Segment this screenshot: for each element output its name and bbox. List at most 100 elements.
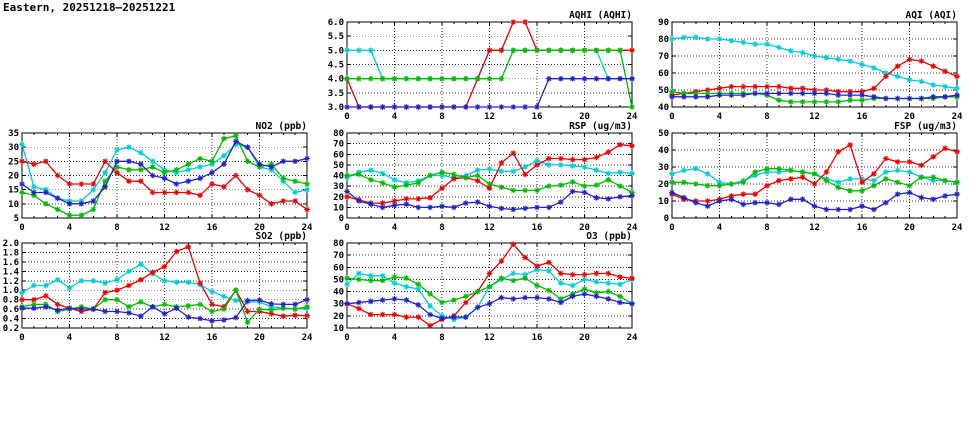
series-blue-markers: [344, 188, 635, 213]
x-tick-label: 0: [669, 112, 674, 122]
x-axis-labels: 0 4 8 12 16 20 24: [669, 223, 963, 233]
chart-o3: 10 20 30 40 50 60 70 80 0 4 8 12 16 20 24 O3 (ppb): [333, 231, 638, 343]
y-tick-label: 5: [14, 214, 19, 224]
y-axis-labels: 40 50 60 70 80 90: [658, 18, 669, 113]
y-tick-label: 1.4: [3, 267, 20, 277]
x-axis-labels: 0 4 8 12 16 20 24: [344, 112, 638, 122]
y-tick-label: 35: [8, 129, 19, 139]
chart-aqi: 40 50 60 70 80 90 0 4 8 12 16 20 24 AQI (AQI): [658, 10, 963, 122]
y-tick-label: 30: [658, 163, 669, 173]
y-tick-label: 0.2: [3, 324, 19, 334]
y-tick-label: 50: [333, 161, 344, 171]
y-tick-label: 4.0: [328, 75, 344, 85]
chart-title-aqi: AQI (AQI): [906, 10, 957, 21]
y-tick-label: 5.0: [328, 46, 344, 56]
x-tick-label: 20: [579, 223, 590, 233]
y-tick-label: 70: [333, 140, 344, 150]
y-tick-label: 20: [658, 180, 669, 190]
y-tick-label: 0: [339, 214, 344, 224]
series-blue-markers: [19, 138, 310, 207]
series-green-markers: [344, 169, 635, 196]
x-tick-label: 12: [484, 223, 495, 233]
x-tick-label: 24: [952, 223, 963, 233]
chart-title-fsp: FSP (ug/m3): [894, 121, 957, 132]
y-tick-label: 70: [658, 52, 669, 62]
x-tick-label: 12: [809, 223, 820, 233]
y-tick-label: 15: [8, 186, 19, 196]
y-tick-label: 40: [658, 146, 669, 156]
series-blue: [19, 138, 310, 207]
x-tick-label: 16: [532, 112, 543, 122]
y-tick-label: 3.5: [328, 89, 344, 99]
axis-ticks: [21, 132, 308, 219]
y-tick-label: 1.2: [3, 277, 19, 287]
y-tick-label: 4.5: [328, 61, 344, 71]
y-tick-label: 1.6: [3, 258, 19, 268]
x-tick-label: 24: [627, 112, 638, 122]
x-axis-labels: 0 4 8 12 16 20 24: [19, 333, 313, 343]
x-tick-label: 20: [579, 333, 590, 343]
series-blue: [344, 188, 635, 213]
y-tick-label: 1.8: [3, 248, 19, 258]
x-axis-labels: 0 4 8 12 16 20 24: [669, 112, 963, 122]
y-tick-label: 40: [658, 103, 669, 113]
x-tick-label: 4: [717, 223, 723, 233]
y-tick-label: 50: [658, 86, 669, 96]
y-tick-label: 0.6: [3, 305, 19, 315]
y-tick-label: 30: [8, 143, 19, 153]
x-tick-label: 0: [669, 223, 674, 233]
x-tick-label: 12: [159, 223, 170, 233]
x-tick-label: 12: [809, 112, 820, 122]
x-tick-label: 8: [439, 333, 444, 343]
x-axis-labels: 0 4 8 12 16 20 24: [19, 223, 313, 233]
chart-so2: 0.20.40.60.81.01.21.41.61.82.00 4 8 12 16 20 2…: [3, 231, 313, 343]
x-tick-label: 24: [952, 112, 963, 122]
chart-title-no2: NO2 (ppb): [256, 121, 307, 132]
chart-title-so2: SO2 (ppb): [256, 231, 307, 242]
y-tick-label: 20: [8, 172, 19, 182]
y-axis-labels: 0.20.40.60.81.01.21.41.61.82.0: [3, 239, 20, 334]
x-tick-label: 4: [392, 223, 398, 233]
series-blue: [669, 189, 960, 213]
chart-aqhi: 3.0 3.5 4.0 4.5 5.0 5.5 6.0 0 4 8 12 16 20 24 AQHI (AQ…: [328, 10, 638, 122]
x-tick-label: 4: [392, 333, 398, 343]
x-tick-label: 0: [344, 112, 349, 122]
x-tick-label: 0: [344, 223, 349, 233]
x-tick-label: 20: [579, 112, 590, 122]
x-tick-label: 8: [439, 223, 444, 233]
x-tick-label: 8: [114, 333, 119, 343]
x-tick-label: 16: [532, 223, 543, 233]
y-axis-labels: 10 20 30 40 50 60 70 80: [333, 239, 344, 334]
chart-no2: 5 10 15 20 25 30 35 0 4 8 12 16 20 24 NO2 (ppb): [8, 121, 313, 233]
series-blue-markers: [19, 296, 310, 324]
chart-title-aqhi: AQHI (AQHI): [569, 10, 632, 21]
y-tick-label: 60: [333, 150, 344, 160]
x-tick-label: 20: [254, 333, 265, 343]
x-tick-label: 4: [717, 112, 723, 122]
y-tick-label: 20: [333, 193, 344, 203]
series-green: [344, 274, 635, 307]
x-axis-labels: 0 4 8 12 16 20 24: [344, 223, 638, 233]
x-tick-label: 16: [532, 333, 543, 343]
y-tick-label: 60: [333, 263, 344, 273]
y-axis-labels: 5 10 15 20 25 30 35: [8, 129, 19, 224]
series-green: [669, 165, 960, 194]
series-blue-markers: [669, 189, 960, 213]
y-tick-label: 80: [333, 239, 344, 249]
y-tick-label: 60: [658, 69, 669, 79]
y-tick-label: 2.0: [3, 239, 19, 249]
axis-ticks: [671, 132, 958, 219]
y-tick-label: 50: [333, 275, 344, 285]
x-tick-label: 24: [627, 223, 638, 233]
x-tick-label: 8: [764, 112, 769, 122]
x-tick-label: 4: [392, 112, 398, 122]
series-green: [344, 47, 635, 110]
axis-ticks: [346, 132, 633, 219]
x-tick-label: 16: [207, 333, 218, 343]
y-tick-label: 40: [333, 172, 344, 182]
x-tick-label: 4: [67, 333, 73, 343]
gridlines: [347, 22, 632, 107]
